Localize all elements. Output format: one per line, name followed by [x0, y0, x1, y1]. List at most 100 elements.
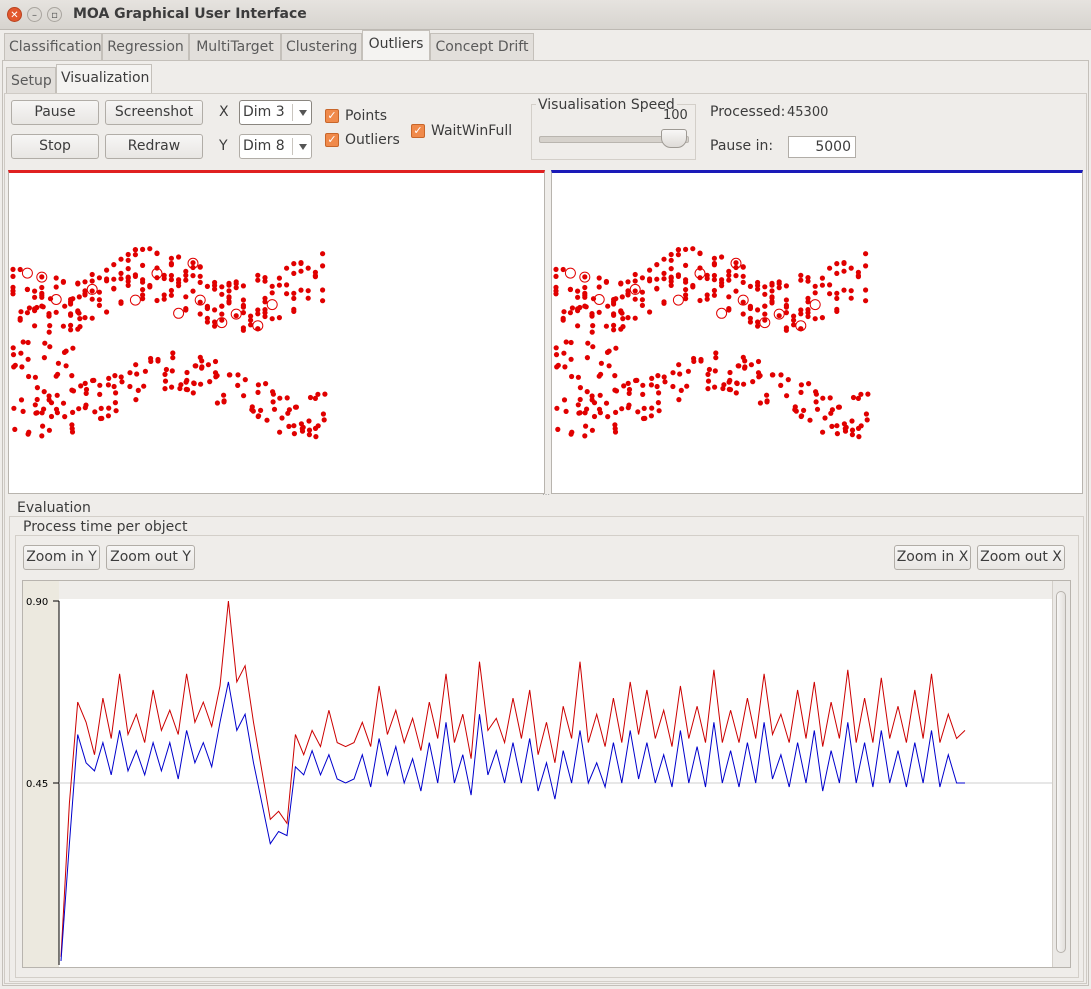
- scatter-point: [198, 381, 204, 387]
- scatter-point: [863, 263, 869, 269]
- outlier-marker: [266, 299, 278, 311]
- waitwinfull-checkbox[interactable]: ✓: [411, 124, 425, 138]
- scatter-point: [783, 325, 789, 331]
- scatter-point: [713, 350, 719, 356]
- scatter-point: [836, 404, 842, 410]
- tab-classification[interactable]: Classification: [4, 33, 102, 60]
- scatter-point: [733, 260, 739, 266]
- scatter-point: [827, 282, 833, 288]
- scatter-point: [668, 282, 674, 288]
- scatter-point: [632, 278, 638, 284]
- maximize-window-button[interactable]: ▫: [47, 7, 62, 22]
- pause-in-input[interactable]: 5000: [788, 136, 856, 158]
- tab-setup[interactable]: Setup: [6, 67, 56, 94]
- scatter-point: [755, 286, 761, 292]
- scatter-point: [727, 387, 734, 393]
- scatter-point: [863, 251, 869, 257]
- zoom-out-y-button[interactable]: Zoom out Y: [106, 545, 195, 570]
- scatter-point: [670, 383, 676, 390]
- scatter-point: [204, 315, 210, 321]
- outlier-marker: [86, 283, 98, 295]
- scatter-point: [249, 407, 255, 413]
- scatter-point: [119, 379, 125, 385]
- scatter-point: [112, 400, 118, 406]
- scatter-point: [19, 364, 25, 370]
- scatter-point: [248, 317, 254, 323]
- scatter-point: [76, 406, 82, 412]
- stop-button[interactable]: Stop: [11, 134, 99, 159]
- scatter-point: [596, 284, 602, 290]
- scatter-point: [285, 410, 291, 416]
- scatter-point: [625, 380, 631, 386]
- chart-scrollbar[interactable]: [1052, 581, 1070, 967]
- scatter-point: [635, 409, 641, 415]
- window-title: MOA Graphical User Interface: [73, 6, 307, 22]
- scatter-point: [621, 383, 627, 389]
- scatter-point: [611, 312, 617, 318]
- zoom-in-y-button[interactable]: Zoom in Y: [23, 545, 100, 570]
- scatter-point: [668, 266, 674, 272]
- outlier-marker: [252, 320, 264, 332]
- scatter-point: [269, 316, 275, 322]
- close-window-button[interactable]: ✕: [7, 7, 22, 22]
- tab-visualization[interactable]: Visualization: [56, 64, 152, 94]
- scatter-point: [698, 356, 704, 363]
- scatter-point: [798, 382, 804, 388]
- tab-clustering[interactable]: Clustering: [281, 33, 362, 60]
- scatter-point: [82, 288, 88, 294]
- scatter-point: [235, 372, 241, 378]
- speed-slider-track[interactable]: [539, 136, 689, 143]
- scatter-point: [713, 355, 719, 361]
- scatter-point: [47, 344, 53, 350]
- scatter-point: [691, 355, 697, 362]
- scatter-point: [299, 426, 305, 432]
- scatter-point: [262, 275, 268, 281]
- scatter-point: [214, 400, 220, 406]
- tab-regression[interactable]: Regression: [102, 33, 189, 60]
- x-dim-select[interactable]: Dim 3: [239, 100, 312, 125]
- redraw-button[interactable]: Redraw: [105, 134, 203, 159]
- scatter-point: [842, 426, 848, 432]
- scatter-point: [190, 390, 196, 396]
- pause-button[interactable]: Pause: [11, 100, 99, 125]
- scatter-point: [553, 345, 559, 351]
- scatter-point: [125, 275, 131, 281]
- scatter-point: [834, 431, 840, 437]
- scatter-point: [11, 364, 17, 370]
- scatter-point: [618, 281, 624, 287]
- outlier-marker: [173, 307, 185, 319]
- splitter-handle[interactable]: ⋯: [542, 490, 550, 499]
- scatter-point: [248, 313, 254, 319]
- speed-value: 100: [663, 108, 688, 123]
- zoom-in-x-button[interactable]: Zoom in X: [894, 545, 971, 570]
- scatter-point: [24, 286, 30, 292]
- scatter-point: [829, 423, 835, 429]
- scatter-point: [75, 281, 81, 287]
- scatter-point: [798, 307, 804, 313]
- scatter-point: [276, 282, 282, 288]
- tab-concept-drift[interactable]: Concept Drift: [430, 33, 534, 60]
- scatter-point: [125, 257, 131, 263]
- scatter-point: [841, 260, 847, 266]
- scatter-point: [582, 294, 588, 300]
- scatter-point: [140, 279, 146, 285]
- scatter-point: [99, 415, 105, 421]
- chart-plot-area: 0.90 0.45: [26, 597, 1053, 965]
- tab-outliers[interactable]: Outliers: [362, 30, 430, 61]
- outliers-checkbox[interactable]: ✓: [325, 133, 339, 147]
- scatter-point: [42, 340, 48, 346]
- zoom-out-x-button[interactable]: Zoom out X: [977, 545, 1065, 570]
- scatter-point: [39, 294, 45, 300]
- tab-multitarget[interactable]: MultiTarget: [189, 33, 281, 60]
- scatter-point: [647, 309, 653, 315]
- speed-slider-thumb[interactable]: [661, 129, 687, 148]
- scatter-point: [96, 302, 102, 308]
- minimize-window-button[interactable]: –: [27, 7, 42, 22]
- scatter-point: [199, 358, 205, 364]
- points-checkbox[interactable]: ✓: [325, 109, 339, 123]
- scrollbar-thumb[interactable]: [1056, 591, 1066, 953]
- scatter-point: [575, 288, 581, 294]
- screenshot-button[interactable]: Screenshot: [105, 100, 203, 125]
- y-dim-select[interactable]: Dim 8: [239, 134, 312, 159]
- scatter-point: [41, 355, 48, 361]
